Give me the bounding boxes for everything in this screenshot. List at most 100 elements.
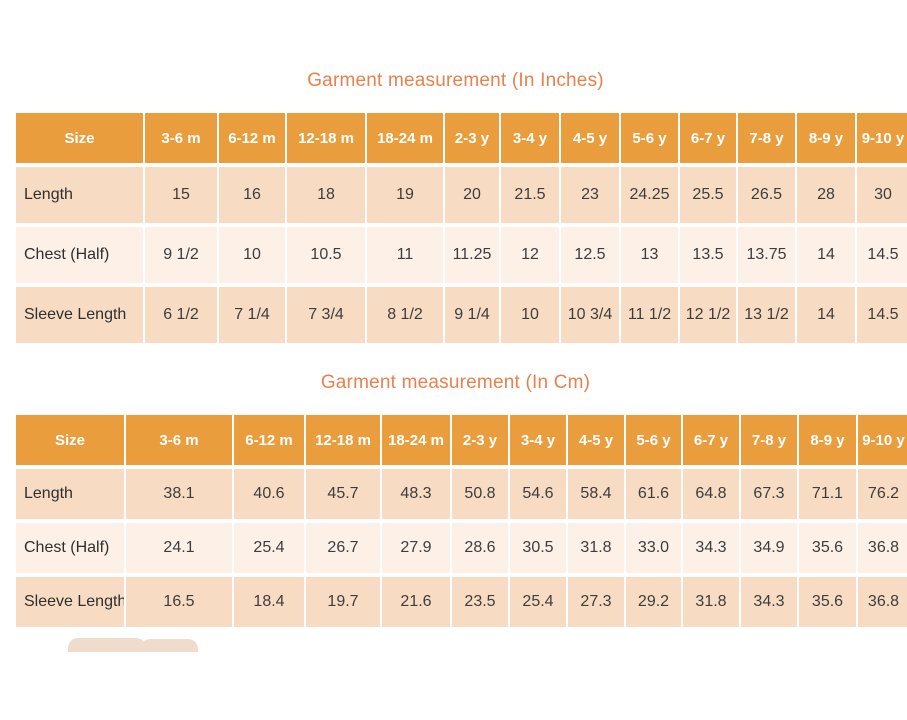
measurement-cell: 11: [367, 227, 443, 283]
measurement-cell: 76.2: [858, 469, 907, 519]
age-column-header: 6-7 y: [683, 415, 739, 465]
row-label: Length: [16, 167, 143, 223]
measurement-cell: 15: [145, 167, 217, 223]
table-row: Length 15 16 18 19 20 21.5 23 24.25 25.5 26.5 28 30: [16, 167, 907, 223]
table-row: Chest (Half) 9 1/2 10 10.5 11 11.25 12 12.5 13 13…: [16, 227, 907, 283]
measurement-cell: 13: [621, 227, 678, 283]
measurement-cell: 31.8: [683, 577, 739, 627]
measurement-cell: 27.9: [382, 523, 450, 573]
measurement-cell: 14: [797, 227, 855, 283]
book-right-page-shape: [140, 639, 198, 652]
age-column-header: 2-3 y: [445, 113, 499, 163]
measurement-cell: 12: [501, 227, 559, 283]
measurement-cell: 14.5: [857, 227, 907, 283]
age-column-header: 6-12 m: [234, 415, 304, 465]
measurement-cell: 27.3: [568, 577, 624, 627]
measurement-cell: 10: [501, 287, 559, 343]
age-column-header: 4-5 y: [561, 113, 619, 163]
age-column-header: 7-8 y: [741, 415, 797, 465]
measurement-cell: 13 1/2: [738, 287, 795, 343]
age-column-header: 7-8 y: [738, 113, 795, 163]
measurement-cell: 29.2: [626, 577, 681, 627]
measurement-cell: 38.1: [126, 469, 232, 519]
measurement-cell: 24.25: [621, 167, 678, 223]
age-column-header: 12-18 m: [306, 415, 380, 465]
inches-table-title: Garment measurement (In Inches): [307, 70, 604, 91]
size-column-header: Size: [16, 415, 124, 465]
measurement-cell: 18: [287, 167, 365, 223]
measurement-cell: 33.0: [626, 523, 681, 573]
age-column-header: 5-6 y: [626, 415, 681, 465]
age-column-header: 18-24 m: [367, 113, 443, 163]
table-row: Length 38.1 40.6 45.7 48.3 50.8 54.6 58.4 61.6 64…: [16, 469, 907, 519]
age-column-header: 9-10 y: [858, 415, 907, 465]
measurement-cell: 10: [219, 227, 285, 283]
book-left-page-shape: [68, 638, 146, 652]
measurement-cell: 10.5: [287, 227, 365, 283]
measurement-cell: 19.7: [306, 577, 380, 627]
cm-section: Garment measurement (In Cm) Size 3-6 m 6-1…: [14, 372, 907, 631]
measurement-cell: 34.9: [741, 523, 797, 573]
table-row: Sleeve Length 16.5 18.4 19.7 21.6 23.5 25.4 27.…: [16, 577, 907, 627]
row-label: Chest (Half): [16, 523, 124, 573]
measurement-cell: 34.3: [683, 523, 739, 573]
measurement-cell: 30.5: [510, 523, 566, 573]
measurement-cell: 58.4: [568, 469, 624, 519]
age-column-header: 3-6 m: [145, 113, 217, 163]
measurement-cell: 34.3: [741, 577, 797, 627]
measurement-cell: 14: [797, 287, 855, 343]
measurement-cell: 36.8: [858, 577, 907, 627]
measurement-cell: 28: [797, 167, 855, 223]
measurement-cell: 61.6: [626, 469, 681, 519]
age-column-header: 6-12 m: [219, 113, 285, 163]
table-row: Chest (Half) 24.1 25.4 26.7 27.9 28.6 30.5 31.8…: [16, 523, 907, 573]
age-column-header: 3-4 y: [510, 415, 566, 465]
measurement-cell: 12.5: [561, 227, 619, 283]
measurement-cell: 20: [445, 167, 499, 223]
age-column-header: 8-9 y: [799, 415, 856, 465]
measurement-cell: 71.1: [799, 469, 856, 519]
age-column-header: 2-3 y: [452, 415, 508, 465]
measurement-cell: 45.7: [306, 469, 380, 519]
measurement-cell: 7 1/4: [219, 287, 285, 343]
measurement-cell: 40.6: [234, 469, 304, 519]
measurement-cell: 16: [219, 167, 285, 223]
measurement-cell: 35.6: [799, 577, 856, 627]
measurement-cell: 16.5: [126, 577, 232, 627]
age-column-header: 3-4 y: [501, 113, 559, 163]
measurement-cell: 28.6: [452, 523, 508, 573]
measurement-cell: 54.6: [510, 469, 566, 519]
measurement-cell: 8 1/2: [367, 287, 443, 343]
measurement-cell: 50.8: [452, 469, 508, 519]
age-column-header: 3-6 m: [126, 415, 232, 465]
measurement-cell: 18.4: [234, 577, 304, 627]
measurement-cell: 19: [367, 167, 443, 223]
age-column-header: 9-10 y: [857, 113, 907, 163]
measurement-cell: 64.8: [683, 469, 739, 519]
measurement-cell: 7 3/4: [287, 287, 365, 343]
measurement-cell: 31.8: [568, 523, 624, 573]
size-column-header: Size: [16, 113, 143, 163]
measurement-cell: 9 1/4: [445, 287, 499, 343]
measurement-cell: 10 3/4: [561, 287, 619, 343]
measurement-cell: 13.75: [738, 227, 795, 283]
row-label: Chest (Half): [16, 227, 143, 283]
measurement-cell: 21.5: [501, 167, 559, 223]
open-book-icon: [68, 636, 198, 652]
measurement-cell: 48.3: [382, 469, 450, 519]
measurement-cell: 11.25: [445, 227, 499, 283]
measurement-cell: 67.3: [741, 469, 797, 519]
measurement-cell: 6 1/2: [145, 287, 217, 343]
measurement-cell: 35.6: [799, 523, 856, 573]
age-column-header: 12-18 m: [287, 113, 365, 163]
measurement-cell: 26.5: [738, 167, 795, 223]
measurement-cell: 12 1/2: [680, 287, 736, 343]
age-column-header: 4-5 y: [568, 415, 624, 465]
measurement-cell: 36.8: [858, 523, 907, 573]
row-label: Length: [16, 469, 124, 519]
row-label: Sleeve Length: [16, 287, 143, 343]
